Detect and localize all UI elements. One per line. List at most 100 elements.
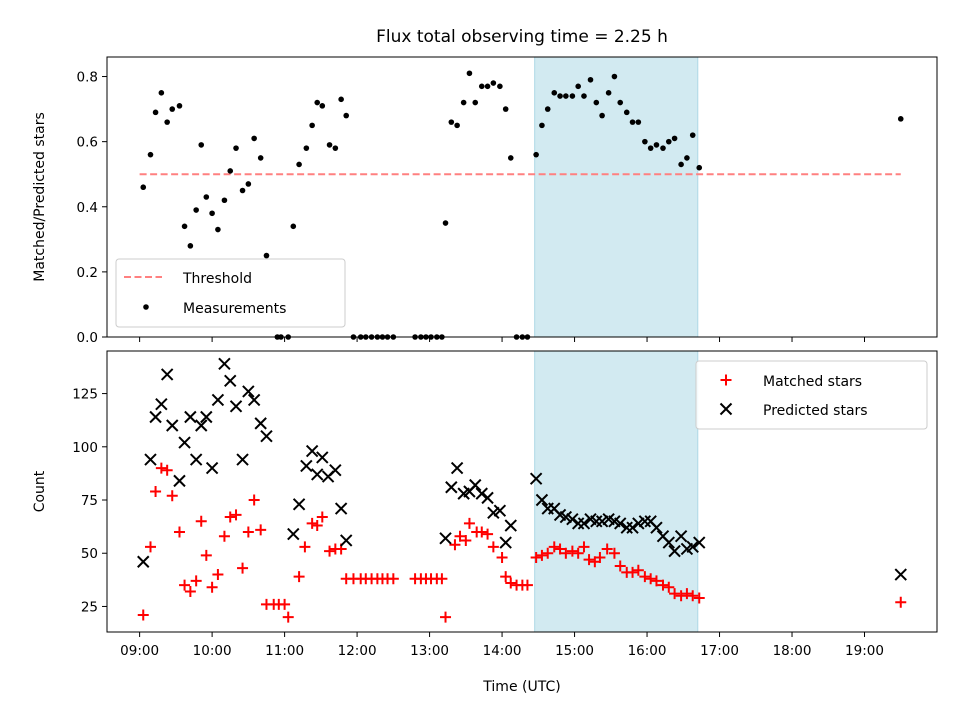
data-point [173, 526, 185, 538]
data-point [247, 393, 261, 407]
data-point [387, 573, 399, 585]
y-tick-label: 0.2 [77, 265, 98, 281]
data-point [548, 541, 560, 553]
data-point [224, 374, 237, 388]
data-point [560, 547, 572, 559]
legend-box [695, 360, 928, 430]
legend-label-threshold: Threshold [182, 271, 252, 287]
data-point [536, 549, 548, 561]
x-tick-label: 13:00 [410, 643, 449, 659]
data-point [653, 142, 660, 148]
data-point [650, 521, 663, 534]
y-tick-label: 125 [72, 387, 98, 403]
observing-window-band [534, 56, 699, 338]
data-point [530, 551, 542, 563]
data-point [305, 444, 319, 458]
y-tick-label: 100 [72, 440, 98, 456]
data-point [221, 197, 228, 204]
data-point [674, 529, 688, 543]
data-point [193, 207, 199, 213]
data-point [569, 93, 576, 99]
data-point [551, 90, 558, 96]
data-point [617, 99, 624, 106]
data-point [493, 504, 507, 517]
data-point [189, 453, 203, 466]
data-point [282, 611, 294, 623]
data-point [500, 571, 512, 583]
legend-label-plus: Matched stars [763, 374, 862, 390]
data-point [544, 106, 551, 112]
data-point [314, 99, 321, 106]
data-point [623, 109, 630, 116]
panel-bottom: 25 50 75 100 125 09:00 10:00 11:00 12:00 13:00 14:… [32, 350, 938, 659]
y-tick-label: 0.8 [77, 70, 98, 86]
data-point [334, 502, 348, 515]
data-point [158, 90, 165, 96]
data-point [255, 524, 267, 536]
data-point [504, 519, 517, 532]
data-point [205, 461, 219, 475]
data-point [645, 573, 657, 585]
data-point [329, 464, 342, 477]
data-point [454, 122, 460, 129]
data-point [218, 357, 231, 370]
data-point [233, 145, 239, 151]
data-point [155, 462, 167, 474]
data-point [895, 596, 907, 608]
data-point [184, 410, 197, 424]
data-point [693, 536, 706, 549]
data-point [450, 461, 464, 475]
data-point [605, 90, 612, 96]
series-plus [137, 462, 907, 623]
data-point [449, 539, 461, 551]
legend: Threshold Measurements [115, 258, 346, 328]
data-point [248, 494, 260, 506]
data-point [601, 543, 613, 555]
data-point [164, 119, 170, 125]
data-point [306, 517, 318, 529]
data-point [675, 590, 687, 602]
data-point [209, 210, 215, 217]
data-point [242, 385, 255, 398]
data-point [496, 551, 508, 563]
data-point [155, 398, 168, 411]
data-point [482, 528, 494, 540]
data-point [599, 112, 605, 119]
data-point [178, 436, 191, 449]
data-point [316, 451, 329, 464]
data-point [665, 138, 672, 145]
observing-window-band [534, 350, 699, 633]
data-point [137, 555, 150, 568]
data-point [475, 487, 488, 500]
data-point [195, 515, 207, 527]
data-point [686, 540, 699, 554]
data-point [161, 464, 173, 476]
data-point [203, 194, 210, 200]
data-point [169, 106, 176, 112]
data-point [279, 598, 291, 610]
data-point [614, 517, 627, 530]
data-point [300, 459, 313, 473]
x-tick-label: 19:00 [845, 643, 884, 659]
data-point [200, 410, 213, 424]
chart-title: Flux total observing time = 2.25 h [376, 27, 668, 47]
data-point [448, 119, 455, 125]
data-point [140, 184, 147, 191]
data-point [303, 145, 310, 151]
data-point [166, 419, 179, 432]
data-point [436, 573, 448, 585]
data-point [137, 609, 149, 621]
data-point [338, 96, 344, 103]
legend-label-measurements: Measurements [183, 301, 286, 317]
data-point [144, 541, 156, 553]
data-point [611, 73, 618, 80]
data-point [557, 93, 563, 99]
data-point [632, 564, 644, 576]
data-point [647, 145, 654, 151]
data-point [326, 142, 333, 148]
data-point [445, 481, 458, 494]
panel-top: 0.0 0.2 0.4 0.6 0.8 Matched/Predicted stars Th… [32, 56, 938, 346]
data-point [316, 511, 328, 523]
data-point [581, 93, 587, 99]
data-point [684, 155, 690, 161]
